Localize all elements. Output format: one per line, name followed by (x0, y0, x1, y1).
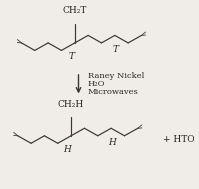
Text: Raney Nickel: Raney Nickel (88, 72, 144, 80)
Text: H: H (108, 138, 116, 147)
Text: H: H (63, 145, 71, 154)
Text: H₂O: H₂O (88, 80, 105, 88)
Text: Microwaves: Microwaves (88, 88, 139, 96)
Text: T: T (113, 45, 119, 54)
Text: + HTO: + HTO (163, 135, 194, 144)
Text: T: T (68, 53, 74, 61)
Text: CH₂H: CH₂H (58, 100, 84, 108)
Text: CH₂T: CH₂T (63, 6, 87, 15)
